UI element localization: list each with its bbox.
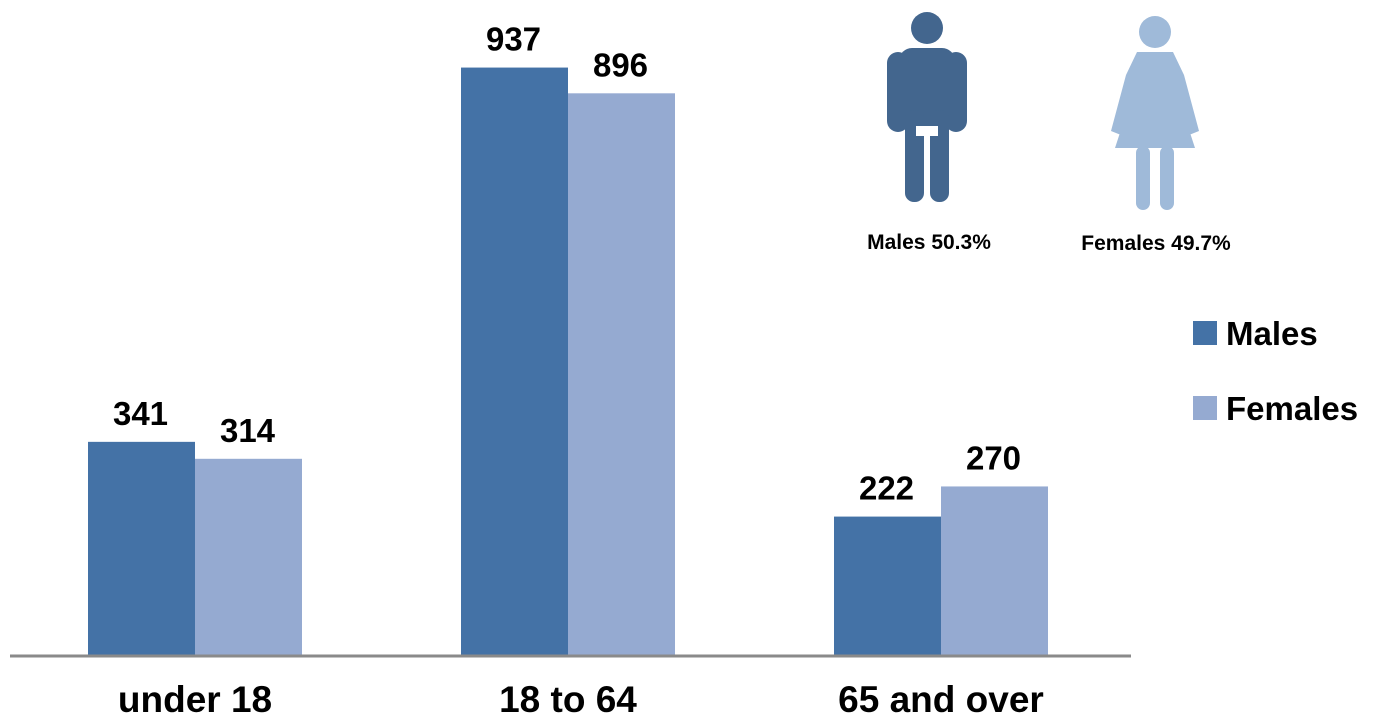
value-label-males-18-to-64: 937 [486,21,541,58]
legend-label-females: Females [1226,390,1358,427]
category-label-65-and-over: 65 and over [838,679,1044,720]
category-label-18-to-64: 18 to 64 [499,679,637,720]
value-labels-group: 341 314 937 896 222 270 [113,21,1021,507]
males-share-label: Males 50.3% [867,231,991,254]
value-label-females-under-18: 314 [220,412,276,449]
male-person-icon [887,12,967,202]
bar-females-18-to-64 [568,93,675,656]
legend: Males Females [1193,315,1358,427]
legend-swatch-females [1193,396,1217,420]
female-person-icon [1111,16,1199,210]
legend-swatch-males [1193,321,1217,345]
value-label-males-under-18: 341 [113,395,168,432]
bar-males-under-18 [88,441,195,656]
category-label-under-18: under 18 [118,679,272,720]
legend-label-males: Males [1226,315,1318,352]
bars-group [88,67,1048,656]
females-share-label: Females 49.7% [1081,232,1231,255]
value-label-females-18-to-64: 896 [593,46,648,83]
bar-females-65-and-over [941,486,1048,656]
legend-item-males: Males [1193,315,1318,352]
legend-item-females: Females [1193,390,1358,427]
bar-females-under-18 [195,458,302,656]
bar-males-65-and-over [834,516,941,656]
value-label-females-65-and-over: 270 [966,439,1021,476]
bar-males-18-to-64 [461,67,568,656]
category-labels-group: under 18 18 to 64 65 and over [118,679,1044,720]
value-label-males-65-and-over: 222 [859,470,914,507]
